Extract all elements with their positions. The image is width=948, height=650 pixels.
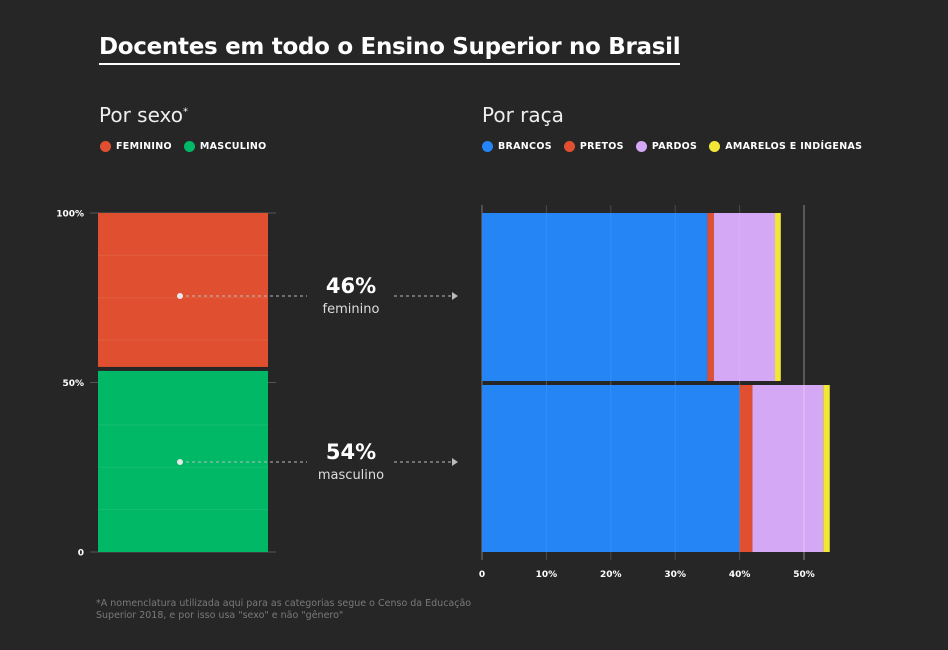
legend-label-feminino: FEMININO (116, 141, 172, 152)
callout-label: masculino (318, 468, 384, 483)
footnote: *A nomenclatura utilizada aqui para as c… (96, 598, 472, 621)
legend-swatch-amarelos (709, 141, 721, 152)
legend-item-amarelos: AMARELOS E INDÍGENAS (709, 141, 862, 152)
x-tick-label: 30% (664, 570, 686, 580)
legend-label-masculino: MASCULINO (199, 141, 267, 152)
callout-arrowhead (452, 292, 458, 300)
bar-feminino-pretos (707, 213, 714, 381)
race-heading: Por raça (482, 103, 564, 127)
callout-dot (177, 293, 183, 299)
legend-swatch-brancos (482, 141, 493, 152)
callout-value: 46% (326, 274, 376, 298)
callout-value: 54% (326, 440, 376, 464)
bar-segment-feminino (98, 213, 268, 367)
race-legend: BRANCOS PRETOS PARDOS AMARELOS E INDÍGEN… (482, 141, 874, 152)
sex-heading: Por sexo* (99, 103, 188, 127)
y-tick-label: 100% (56, 210, 84, 220)
legend-item-pardos: PARDOS (635, 141, 698, 152)
bar-masculino-amarelos (823, 385, 830, 552)
legend-label-pretos: PRETOS (579, 141, 624, 152)
legend-label-pardos: PARDOS (651, 141, 698, 152)
bar-masculino-brancos (482, 385, 740, 552)
y-tick-label: 0 (78, 549, 84, 559)
callout-dot (177, 459, 183, 465)
x-tick-label: 0 (479, 570, 485, 580)
bar-feminino-pardos (713, 213, 776, 381)
x-tick-label: 50% (793, 570, 815, 580)
x-tick-label: 40% (729, 570, 751, 580)
bar-segment-masculino (98, 370, 268, 552)
sex-legend: FEMININO MASCULINO (100, 141, 279, 152)
legend-swatch-masculino (183, 141, 195, 152)
x-tick-label: 20% (600, 570, 622, 580)
y-tick-label: 50% (62, 379, 84, 389)
legend-swatch-feminino (100, 141, 111, 152)
legend-item-feminino: FEMININO (100, 141, 172, 152)
bar-masculino-pretos (739, 385, 753, 552)
legend-swatch-pardos (635, 141, 647, 152)
legend-label-brancos: BRANCOS (498, 141, 552, 152)
sex-heading-text: Por sexo (99, 103, 183, 127)
bar-masculino-pardos (752, 385, 824, 552)
callout-label: feminino (323, 302, 380, 317)
callout-arrowhead (452, 458, 458, 466)
bar-feminino-brancos (482, 213, 708, 381)
legend-item-pretos: PRETOS (563, 141, 624, 152)
bar-feminino-amarelos (775, 213, 781, 381)
legend-item-brancos: BRANCOS (482, 141, 552, 152)
x-tick-label: 10% (536, 570, 558, 580)
footnote-mark: * (183, 106, 188, 118)
chart-title: Docentes em todo o Ensino Superior no Br… (99, 33, 681, 65)
legend-item-masculino: MASCULINO (183, 141, 267, 152)
legend-label-amarelos: AMARELOS E INDÍGENAS (725, 141, 863, 152)
legend-swatch-pretos (563, 141, 575, 152)
